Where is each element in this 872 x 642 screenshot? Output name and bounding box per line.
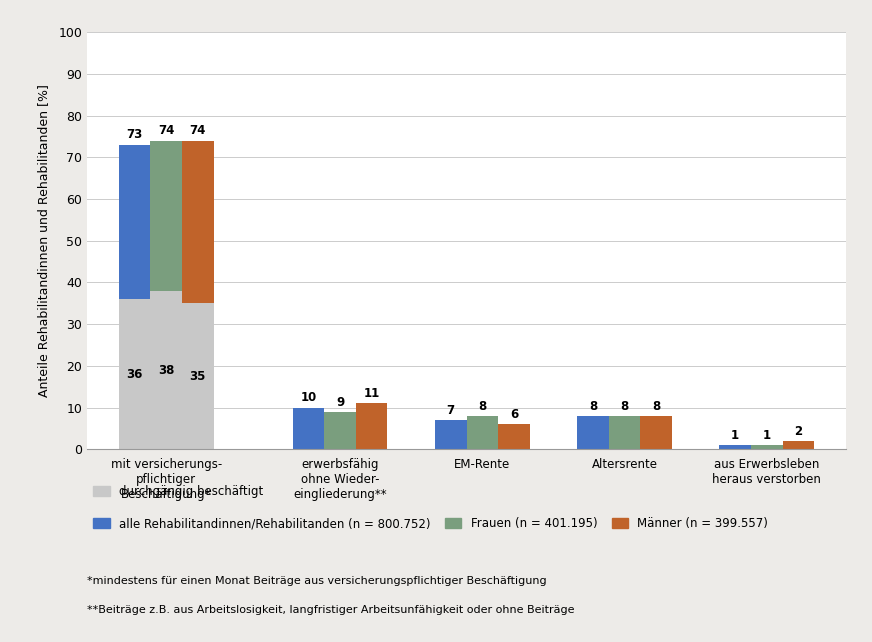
Y-axis label: Anteile Rehabilitandinnen und Rehabilitanden [%]: Anteile Rehabilitandinnen und Rehabilita… [37, 84, 50, 397]
Bar [719, 446, 751, 449]
Bar [498, 424, 530, 449]
Bar [782, 441, 814, 449]
Bar [640, 416, 672, 449]
Legend: alle Rehabilitandinnen/Rehabilitanden (n = 800.752), Frauen (n = 401.195), Männe: alle Rehabilitandinnen/Rehabilitanden (n… [93, 517, 768, 530]
Text: 74: 74 [158, 125, 174, 137]
Bar [577, 416, 609, 449]
Legend: durchgängig beschäftigt: durchgängig beschäftigt [93, 485, 263, 498]
Bar [150, 141, 182, 291]
Bar [150, 291, 182, 449]
Text: 8: 8 [589, 400, 597, 413]
Text: **Beiträge z.B. aus Arbeitslosigkeit, langfristiger Arbeitsunfähigkeit oder ohne: **Beiträge z.B. aus Arbeitslosigkeit, la… [87, 605, 575, 615]
Bar [119, 299, 150, 449]
Text: 9: 9 [336, 395, 344, 408]
Bar [751, 446, 782, 449]
Text: 8: 8 [621, 400, 629, 413]
Text: 6: 6 [510, 408, 518, 421]
Bar [182, 304, 214, 449]
Text: 8: 8 [652, 400, 660, 413]
Bar [356, 404, 387, 449]
Bar [467, 416, 498, 449]
Text: 38: 38 [158, 363, 174, 377]
Text: 11: 11 [364, 387, 380, 400]
Text: 35: 35 [189, 370, 206, 383]
Text: 74: 74 [189, 125, 206, 137]
Bar [119, 145, 150, 299]
Text: 36: 36 [126, 368, 143, 381]
Bar [324, 412, 356, 449]
Bar [609, 416, 640, 449]
Text: 2: 2 [794, 425, 802, 438]
Bar [182, 141, 214, 304]
Bar [293, 408, 324, 449]
Text: 73: 73 [126, 128, 143, 141]
Text: 10: 10 [300, 392, 317, 404]
Bar [435, 421, 467, 449]
Text: *mindestens für einen Monat Beiträge aus versicherungspflichtiger Beschäftigung: *mindestens für einen Monat Beiträge aus… [87, 577, 547, 586]
Text: 7: 7 [446, 404, 455, 417]
Text: 1: 1 [763, 429, 771, 442]
Text: 8: 8 [478, 400, 487, 413]
Text: 1: 1 [731, 429, 739, 442]
